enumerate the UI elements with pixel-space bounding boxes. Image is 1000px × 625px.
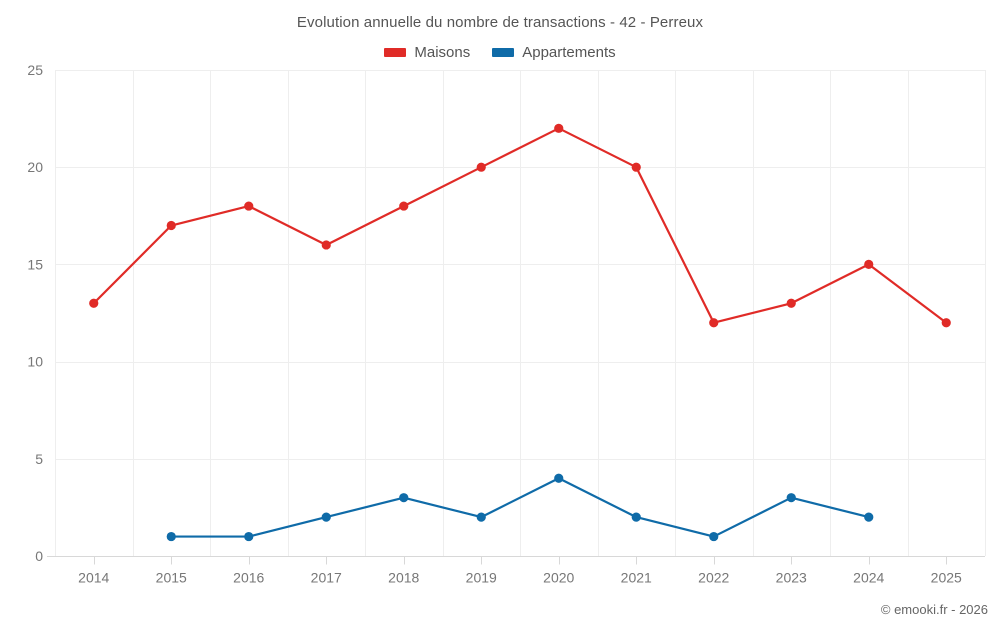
data-point-maisons-2023 xyxy=(786,298,796,308)
chart-legend: Maisons Appartements xyxy=(0,44,1000,61)
data-point-maisons-2020 xyxy=(554,123,564,133)
data-point-appartements-2021 xyxy=(631,512,641,522)
x-tick-label: 2025 xyxy=(931,570,962,586)
legend-label-appartements: Appartements xyxy=(522,44,616,61)
gridlines-vertical xyxy=(55,70,986,556)
x-tick-label: 2017 xyxy=(311,570,342,586)
x-tick-label: 2019 xyxy=(466,570,497,586)
x-axis-tick-marks xyxy=(94,556,947,565)
x-tick-label: 2021 xyxy=(621,570,652,586)
legend-label-maisons: Maisons xyxy=(414,44,471,61)
y-tick-label: 20 xyxy=(27,159,43,175)
y-axis-tick-labels: 0 5 10 15 20 25 xyxy=(27,62,43,564)
data-point-appartements-2019 xyxy=(476,512,486,522)
x-tick-label: 2018 xyxy=(388,570,419,586)
legend-item-appartements[interactable]: Appartements xyxy=(492,44,616,61)
data-point-maisons-2015 xyxy=(166,220,176,231)
y-tick-label: 0 xyxy=(35,548,43,564)
data-point-appartements-2023 xyxy=(786,493,796,503)
data-point-maisons-2022 xyxy=(709,318,719,328)
x-tick-label: 2022 xyxy=(698,570,729,586)
data-point-maisons-2016 xyxy=(244,201,254,211)
legend-item-maisons[interactable]: Maisons xyxy=(384,44,470,61)
data-point-appartements-2018 xyxy=(399,493,409,503)
series-line-maisons xyxy=(92,127,948,324)
data-point-appartements-2017 xyxy=(321,512,331,522)
data-point-maisons-2019 xyxy=(476,162,486,172)
y-tick-label: 10 xyxy=(27,354,43,370)
x-tick-label: 2015 xyxy=(156,570,187,586)
data-point-appartements-2016 xyxy=(244,531,254,542)
x-tick-label: 2016 xyxy=(233,570,264,586)
data-point-maisons-2014 xyxy=(89,298,99,308)
series-markers xyxy=(89,123,951,542)
data-point-maisons-2018 xyxy=(399,201,409,211)
series-line-appartements xyxy=(170,477,870,538)
data-point-appartements-2020 xyxy=(554,473,564,483)
data-point-appartements-2015 xyxy=(166,531,176,542)
x-tick-label: 2023 xyxy=(776,570,807,586)
x-tick-label: 2024 xyxy=(853,570,884,586)
data-point-maisons-2025 xyxy=(941,318,951,328)
x-axis-tick-labels: 2014 2015 2016 2017 2018 2019 2020 2021 2022 2023… xyxy=(78,570,962,586)
data-point-appartements-2022 xyxy=(709,531,719,542)
chart-title: Evolution annuelle du nombre de transact… xyxy=(296,14,704,31)
data-point-appartements-2024 xyxy=(864,512,874,522)
data-point-maisons-2024 xyxy=(864,259,874,269)
series-lines xyxy=(92,127,948,538)
legend-swatch-maisons xyxy=(384,48,407,57)
data-point-maisons-2017 xyxy=(321,240,331,250)
footer-credit: © emooki.fr - 2026 xyxy=(880,602,988,617)
y-tick-label: 25 xyxy=(27,62,43,78)
x-tick-label: 2014 xyxy=(78,570,109,586)
x-tick-label: 2020 xyxy=(543,570,574,586)
legend-swatch-appartements xyxy=(492,48,515,57)
data-point-maisons-2021 xyxy=(631,162,641,172)
y-tick-label: 15 xyxy=(27,256,43,272)
y-tick-label: 5 xyxy=(35,451,43,467)
